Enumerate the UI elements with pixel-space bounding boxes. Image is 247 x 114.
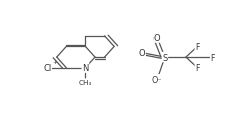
Text: S: S	[162, 53, 167, 62]
Text: O: O	[154, 34, 161, 43]
Text: F: F	[210, 53, 215, 62]
Text: N: N	[82, 64, 89, 73]
Text: O⁻: O⁻	[152, 75, 163, 84]
Text: CH₃: CH₃	[79, 79, 92, 85]
Text: F: F	[195, 64, 200, 73]
Text: O: O	[139, 49, 145, 58]
Text: +: +	[53, 60, 58, 64]
Text: F: F	[195, 43, 200, 52]
Text: Cl: Cl	[43, 64, 51, 73]
